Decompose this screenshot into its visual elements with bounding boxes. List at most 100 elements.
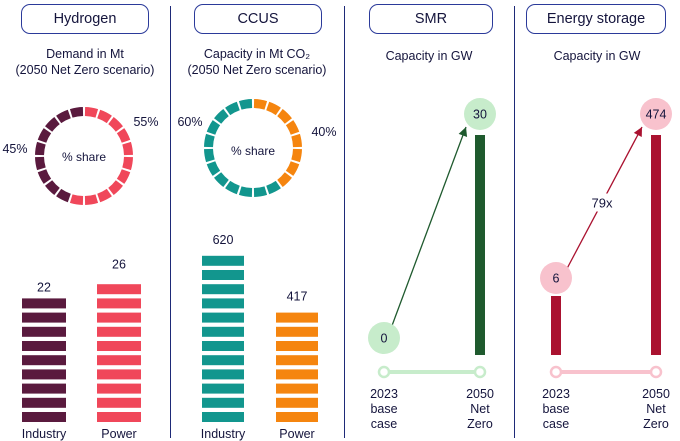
- smr-growth-arrow-head: [458, 127, 468, 138]
- hydrogen-donut-segment: [37, 128, 52, 143]
- hydrogen-bar-power: [97, 284, 141, 422]
- ccus-donut-segment: [238, 186, 253, 197]
- hydrogen-bar-power-band: [97, 397, 141, 408]
- hydrogen-chart: % share 45% 55% 22 Industry 26 Power: [2, 107, 159, 441]
- ccus-donut-segment: [204, 133, 215, 148]
- hydrogen-donut-segment: [69, 107, 84, 118]
- hydrogen-donut-segment: [116, 128, 131, 143]
- hydrogen-value-label: 26: [112, 258, 126, 272]
- ccus-right-pct: 40%: [311, 125, 336, 139]
- smr-track-end-dot: [473, 365, 487, 379]
- smr-category-label: 2023: [370, 387, 398, 401]
- ccus-bar-industry-band: [202, 412, 244, 422]
- hydrogen-bar-industry-band: [22, 369, 66, 380]
- ccus-bar-industry-band: [202, 255, 244, 266]
- ccus-donut-segment: [206, 161, 221, 176]
- smr-subtitle-line1: Capacity in GW: [385, 49, 473, 63]
- ccus-donut-segment: [291, 133, 302, 148]
- hydrogen-donut-segment: [35, 141, 46, 156]
- smr-value-label: 0: [381, 332, 388, 346]
- hydrogen-bar-industry-band: [22, 412, 66, 422]
- hydrogen-bar-power-band: [97, 284, 141, 295]
- storage-category-label: case: [543, 417, 569, 431]
- smr-panel: SMR Capacity in GW 0 30 2023 base case 2050 Ne…: [344, 0, 514, 441]
- hydrogen-bar-power-band: [97, 355, 141, 366]
- ccus-bar-power-band: [276, 412, 318, 422]
- divider-3: [514, 6, 515, 438]
- hydrogen-left-pct: 45%: [2, 142, 27, 156]
- hydrogen-donut-segment: [116, 169, 131, 184]
- hydrogen-donut-segment: [122, 141, 133, 156]
- ccus-category-label: Industry: [201, 427, 246, 441]
- storage-category-label: Zero: [643, 417, 669, 431]
- storage-subtitle-line1: Capacity in GW: [553, 49, 641, 63]
- hydrogen-bar-industry: [22, 298, 66, 422]
- ccus-bar-industry-band: [202, 341, 244, 351]
- hydrogen-subtitle-line2: (2050 Net Zero scenario): [15, 63, 155, 77]
- smr-category-label: base: [370, 402, 397, 416]
- ccus-bar-industry-band: [202, 298, 244, 309]
- hydrogen-bar-industry-band: [22, 312, 66, 323]
- smr-category-label: Zero: [467, 417, 493, 431]
- hydrogen-donut-segment: [108, 180, 123, 195]
- hydrogen-bar-industry-band: [22, 298, 66, 309]
- divider-2: [344, 6, 345, 438]
- ccus-donut-segment: [253, 99, 268, 110]
- ccus-donut-segment: [285, 120, 300, 135]
- hydrogen-donut-segment: [84, 107, 99, 118]
- hydrogen-bar-industry-band: [22, 341, 66, 351]
- smr-value-label: 30: [473, 108, 487, 122]
- ccus-donut-segment: [225, 180, 240, 195]
- ccus-bar-industry: [202, 255, 244, 422]
- hydrogen-value-label: 22: [37, 280, 51, 294]
- ccus-subtitle-line2: (2050 Net Zero scenario): [187, 63, 327, 77]
- ccus-donut-segment: [214, 109, 229, 124]
- ccus-bar-power-band: [276, 397, 318, 408]
- smr-category-label: 2050: [466, 387, 494, 401]
- storage-value-label: 6: [553, 272, 560, 286]
- ccus-bar-industry-band: [202, 312, 244, 323]
- ccus-donut-segment: [206, 120, 221, 135]
- hydrogen-bar-industry-band: [22, 326, 66, 337]
- hydrogen-donut-segment: [97, 188, 112, 203]
- hydrogen-donut-center-label: % share: [62, 150, 106, 164]
- hydrogen-bar-power-band: [97, 312, 141, 323]
- hydrogen-bar-industry-band: [22, 355, 66, 366]
- hydrogen-bar-power-band: [97, 412, 141, 422]
- hydrogen-donut-segment: [84, 194, 99, 205]
- ccus-donut-segment: [266, 101, 281, 116]
- ccus-donut-segment: [253, 186, 268, 197]
- hydrogen-title: Hydrogen: [21, 4, 149, 34]
- storage-value-label: 474: [646, 108, 667, 122]
- ccus-value-label: 417: [287, 289, 308, 303]
- storage-bar-0: [551, 296, 561, 355]
- hydrogen-donut-segment: [56, 188, 71, 203]
- storage-value-circle: [540, 262, 572, 294]
- storage-subtitle: Capacity in GW: [514, 48, 680, 64]
- ccus-donut-segment: [204, 148, 215, 163]
- storage-value-circle: [640, 98, 672, 130]
- hydrogen-bar-power-band: [97, 369, 141, 380]
- storage-category-label: 2023: [542, 387, 570, 401]
- ccus-subtitle-line1: Capacity in Mt CO₂: [203, 47, 311, 61]
- ccus-bar-power-band: [276, 341, 318, 351]
- hydrogen-bar-industry-band: [22, 397, 66, 408]
- ccus-bar-industry-band: [202, 270, 244, 280]
- ccus-bar-industry-band: [202, 383, 244, 394]
- storage-bar-1: [651, 135, 661, 355]
- storage-category-label: base: [542, 402, 569, 416]
- ccus-donut-segment: [214, 172, 229, 187]
- storage-growth-arrow-head: [633, 127, 642, 138]
- hydrogen-donut-segment: [108, 117, 123, 132]
- ccus-bar-industry-band: [202, 326, 244, 337]
- smr-bar-1: [475, 135, 485, 355]
- ccus-bar-power-band: [276, 312, 318, 323]
- hydrogen-donut-segment: [35, 156, 46, 171]
- hydrogen-category-label: Industry: [22, 427, 67, 441]
- ccus-panel: CCUS Capacity in Mt CO₂ (2050 Net Zero s…: [170, 0, 344, 441]
- ccus-donut-segment: [238, 99, 253, 110]
- ccus-left-pct: 60%: [177, 115, 202, 129]
- smr-title: SMR: [369, 4, 493, 34]
- smr-category-label: case: [371, 417, 397, 431]
- ccus-bar-power: [276, 312, 318, 422]
